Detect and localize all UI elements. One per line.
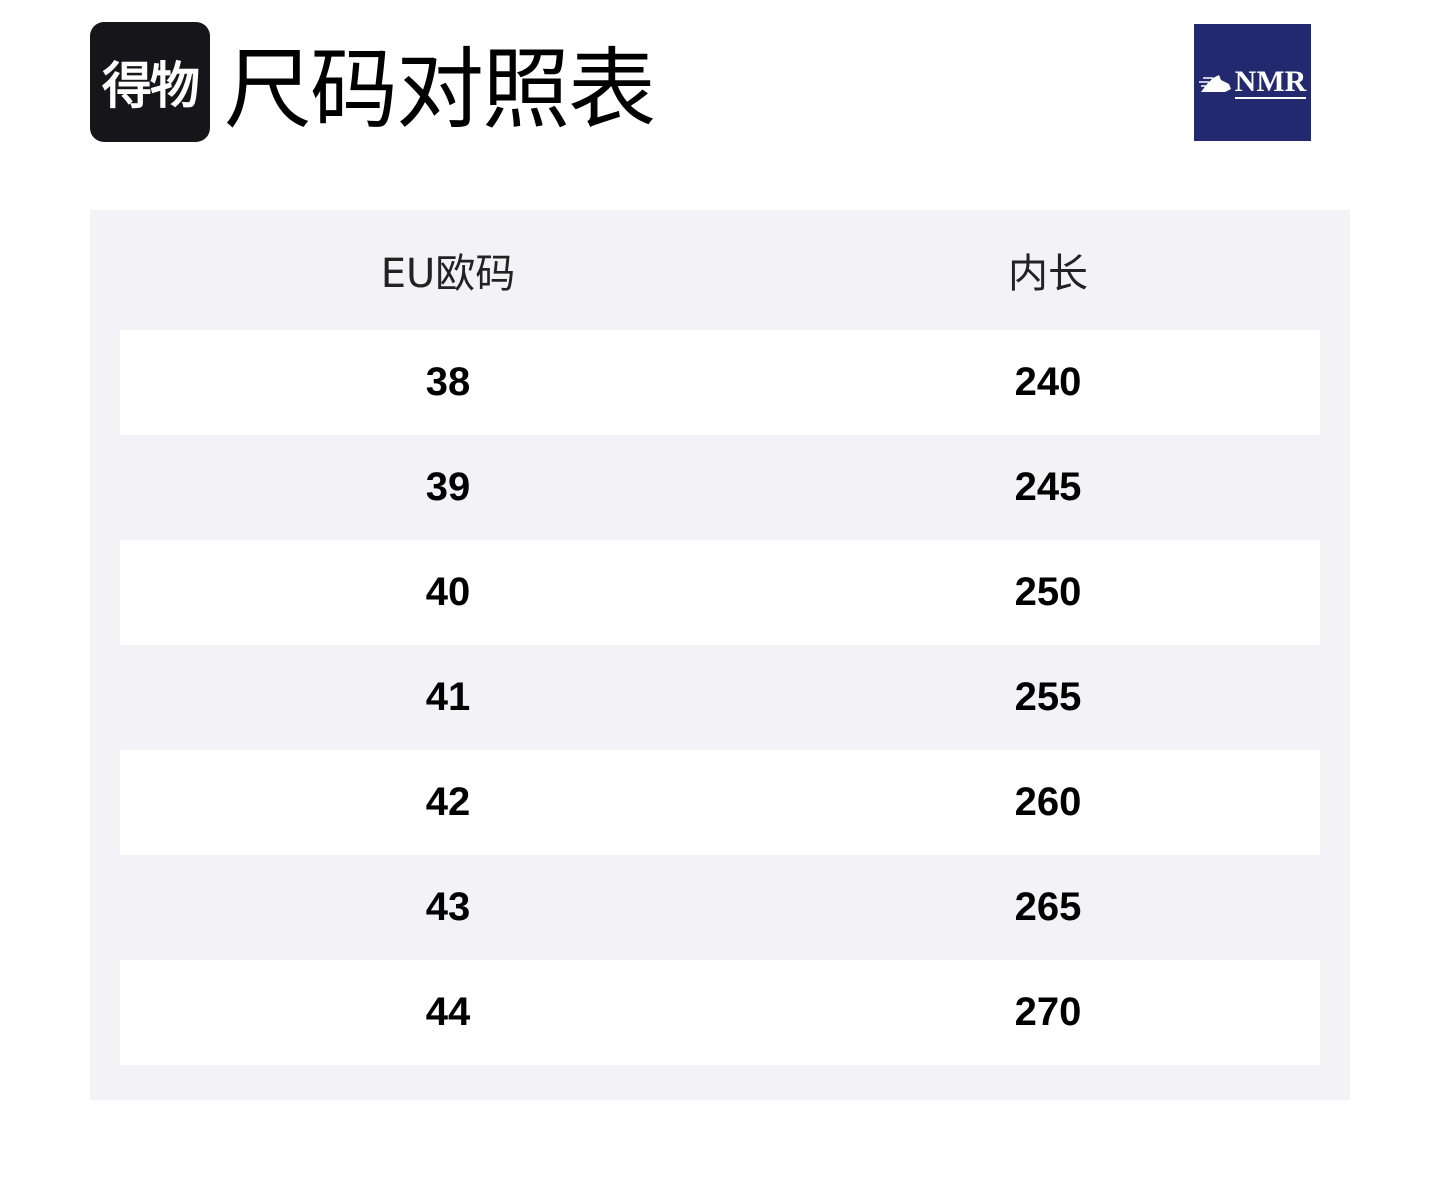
eu-size-cell: 38: [425, 360, 471, 404]
eu-size-cell: 44: [425, 990, 471, 1034]
page-title: 尺码对照表: [224, 38, 656, 141]
table-row: 42 260: [120, 750, 1320, 855]
inner-length-cell: 255: [1014, 675, 1082, 719]
size-table: EU欧码 内长 38 240 39 245 40 250 41 255 42 260 43 265 44…: [90, 210, 1350, 1100]
column-header-eu: EU欧码: [380, 251, 516, 297]
eu-size-cell: 40: [425, 570, 471, 614]
inner-length-cell: 270: [1014, 990, 1082, 1034]
table-row: 38 240: [120, 330, 1320, 435]
eu-size-cell: 42: [425, 780, 471, 824]
inner-length-cell: 265: [1014, 885, 1082, 929]
inner-length-cell: 260: [1014, 780, 1082, 824]
inner-length-cell: 240: [1014, 360, 1082, 404]
table-row: 44 270: [120, 960, 1320, 1065]
logo-text: 得物: [102, 57, 200, 115]
dewu-logo: 得物: [90, 22, 210, 142]
inner-length-cell: 250: [1014, 570, 1082, 614]
eu-size-cell: 43: [425, 885, 471, 929]
table-row: 43 265: [120, 855, 1320, 960]
column-header-inner-length: 内长: [1008, 251, 1088, 297]
table-row: 41 255: [120, 645, 1320, 750]
brand-badge-text: NMR: [1234, 64, 1307, 99]
nmr-brand-logo: NMR: [1194, 24, 1311, 141]
inner-length-cell: 245: [1014, 465, 1082, 509]
running-shoe-icon: [1198, 74, 1231, 92]
eu-size-cell: 41: [425, 675, 471, 719]
eu-size-cell: 39: [425, 465, 471, 509]
table-row: 40 250: [120, 540, 1320, 645]
table-header: EU欧码 内长: [120, 210, 1320, 330]
table-row: 39 245: [120, 435, 1320, 540]
